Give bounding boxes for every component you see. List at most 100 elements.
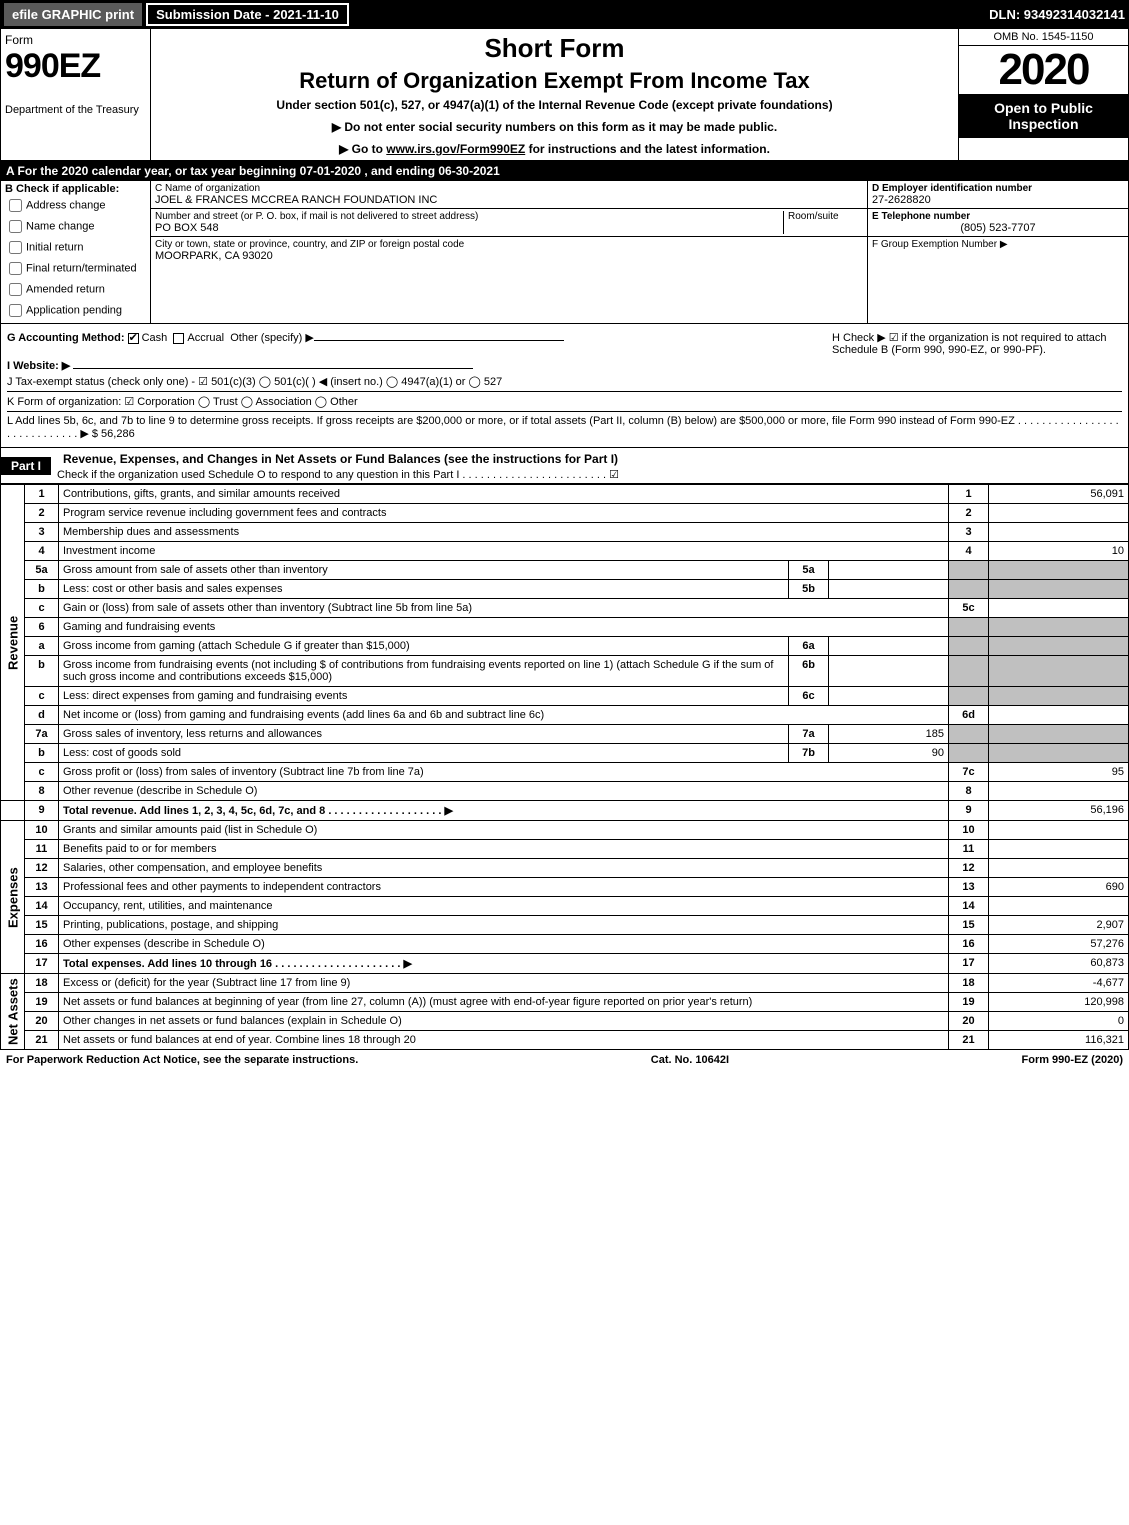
row-13-desc: Professional fees and other payments to … xyxy=(63,881,381,893)
section-l: L Add lines 5b, 6c, and 7b to line 9 to … xyxy=(7,411,1122,440)
row-17-desc: Total expenses. Add lines 10 through 16 … xyxy=(63,958,412,970)
check-application-pending[interactable]: Application pending xyxy=(5,300,146,321)
row-7a-sub: 7a xyxy=(789,725,829,744)
row-4-num: 4 xyxy=(25,542,59,561)
row-18-num: 18 xyxy=(25,974,59,993)
row-6c-shade xyxy=(949,687,989,706)
row-6c-desc: Less: direct expenses from gaming and fu… xyxy=(63,690,347,702)
org-name-label: C Name of organization xyxy=(155,183,863,194)
check-address-change[interactable]: Address change xyxy=(5,195,146,216)
row-7c-amount: 95 xyxy=(989,763,1129,782)
section-h: H Check ▶ ☑ if the organization is not r… xyxy=(832,331,1122,356)
row-2-amount xyxy=(989,504,1129,523)
row-6-shade xyxy=(949,618,989,637)
row-6b-sub: 6b xyxy=(789,656,829,687)
street-label: Number and street (or P. O. box, if mail… xyxy=(155,211,783,222)
page-footer: For Paperwork Reduction Act Notice, see … xyxy=(0,1050,1129,1070)
form-number: 990EZ xyxy=(5,47,146,86)
row-7b-desc: Less: cost of goods sold xyxy=(63,747,181,759)
row-5b-shade xyxy=(949,580,989,599)
part1-title: Revenue, Expenses, and Changes in Net As… xyxy=(57,450,1122,468)
row-6d-desc: Net income or (loss) from gaming and fun… xyxy=(63,709,544,721)
efile-print-label[interactable]: efile GRAPHIC print xyxy=(4,3,142,26)
row-14-num: 14 xyxy=(25,897,59,916)
row-19-desc: Net assets or fund balances at beginning… xyxy=(63,996,752,1008)
irs-link[interactable]: www.irs.gov/Form990EZ xyxy=(386,142,525,156)
check-amended-return[interactable]: Amended return xyxy=(5,279,146,300)
row-15-amount: 2,907 xyxy=(989,916,1129,935)
row-6b-shade xyxy=(949,656,989,687)
footer-right: Form 990-EZ (2020) xyxy=(1022,1054,1123,1066)
row-5c-desc: Gain or (loss) from sale of assets other… xyxy=(63,602,472,614)
phone-value: (805) 523-7707 xyxy=(872,222,1124,234)
row-4-desc: Investment income xyxy=(63,545,155,557)
row-9-lineno: 9 xyxy=(949,801,989,821)
phone-label: E Telephone number xyxy=(872,211,1124,222)
check-initial-return-label: Initial return xyxy=(26,241,83,253)
row-5c-amount xyxy=(989,599,1129,618)
org-name: JOEL & FRANCES MCCREA RANCH FOUNDATION I… xyxy=(155,194,863,206)
info-block: G Accounting Method: Cash Accrual Other … xyxy=(0,324,1129,448)
row-6c-amount-shade xyxy=(989,687,1129,706)
other-specify-input[interactable] xyxy=(314,340,564,341)
row-5a-num: 5a xyxy=(25,561,59,580)
row-7b-subval: 90 xyxy=(829,744,949,763)
row-3-desc: Membership dues and assessments xyxy=(63,526,239,538)
department-label: Department of the Treasury xyxy=(5,104,146,116)
check-final-return[interactable]: Final return/terminated xyxy=(5,258,146,279)
row-5b-sub: 5b xyxy=(789,580,829,599)
row-20-amount: 0 xyxy=(989,1012,1129,1031)
row-6b-desc: Gross income from fundraising events (no… xyxy=(63,659,773,683)
check-accrual[interactable] xyxy=(173,333,184,344)
row-6-num: 6 xyxy=(25,618,59,637)
row-4-amount: 10 xyxy=(989,542,1129,561)
row-3-lineno: 3 xyxy=(949,523,989,542)
row-7b-num: b xyxy=(25,744,59,763)
return-title: Return of Organization Exempt From Incom… xyxy=(159,68,950,94)
row-9-amount: 56,196 xyxy=(989,801,1129,821)
section-j: J Tax-exempt status (check only one) - ☑… xyxy=(7,375,1122,388)
row-10-num: 10 xyxy=(25,821,59,840)
row-7b-shade xyxy=(949,744,989,763)
row-14-amount xyxy=(989,897,1129,916)
row-10-amount xyxy=(989,821,1129,840)
row-6a-sub: 6a xyxy=(789,637,829,656)
row-2-lineno: 2 xyxy=(949,504,989,523)
omb-number: OMB No. 1545-1150 xyxy=(959,29,1128,46)
row-5c-num: c xyxy=(25,599,59,618)
section-a-band: A For the 2020 calendar year, or tax yea… xyxy=(0,161,1129,181)
city-label: City or town, state or province, country… xyxy=(155,239,863,250)
section-d-e-f: D Employer identification number 27-2628… xyxy=(868,181,1128,323)
row-1-num: 1 xyxy=(25,485,59,504)
row-11-desc: Benefits paid to or for members xyxy=(63,843,216,855)
row-6c-num: c xyxy=(25,687,59,706)
form-word: Form xyxy=(5,33,146,47)
row-17-num: 17 xyxy=(25,954,59,974)
row-1-amount: 56,091 xyxy=(989,485,1129,504)
check-name-change[interactable]: Name change xyxy=(5,216,146,237)
row-19-amount: 120,998 xyxy=(989,993,1129,1012)
website-input[interactable] xyxy=(73,368,473,369)
row-12-amount xyxy=(989,859,1129,878)
row-21-num: 21 xyxy=(25,1031,59,1050)
row-5a-amount-shade xyxy=(989,561,1129,580)
cash-label: Cash xyxy=(142,332,168,344)
row-17-amount: 60,873 xyxy=(989,954,1129,974)
check-initial-return[interactable]: Initial return xyxy=(5,237,146,258)
topbar: efile GRAPHIC print Submission Date - 20… xyxy=(0,0,1129,28)
ssn-warning: ▶ Do not enter social security numbers o… xyxy=(159,120,950,134)
check-cash[interactable] xyxy=(128,333,139,344)
under-section-text: Under section 501(c), 527, or 4947(a)(1)… xyxy=(159,98,950,112)
row-9-num: 9 xyxy=(25,801,59,821)
row-6a-subval xyxy=(829,637,949,656)
row-2-num: 2 xyxy=(25,504,59,523)
section-b: B Check if applicable: Address change Na… xyxy=(1,181,151,323)
row-7a-subval: 185 xyxy=(829,725,949,744)
row-14-lineno: 14 xyxy=(949,897,989,916)
section-k: K Form of organization: ☑ Corporation ◯ … xyxy=(7,391,1122,408)
vert-revenue-label: Revenue xyxy=(1,485,25,801)
row-8-num: 8 xyxy=(25,782,59,801)
footer-left: For Paperwork Reduction Act Notice, see … xyxy=(6,1054,358,1066)
short-form-title: Short Form xyxy=(159,33,950,64)
row-18-amount: -4,677 xyxy=(989,974,1129,993)
